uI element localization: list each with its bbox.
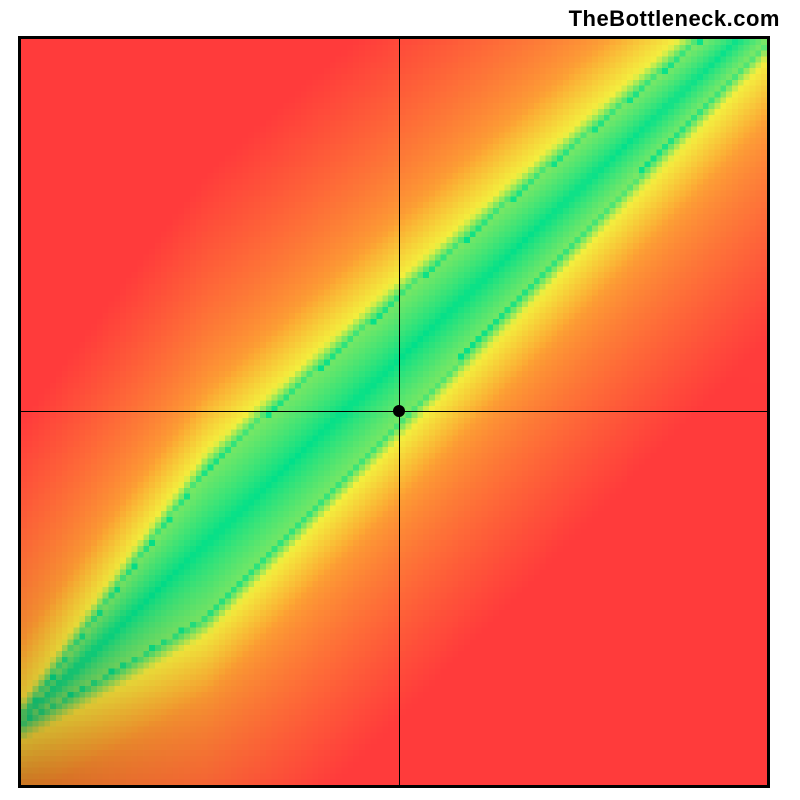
figure-root: TheBottleneck.com: [0, 0, 800, 800]
plot-frame: [18, 36, 770, 788]
watermark-text: TheBottleneck.com: [569, 6, 780, 32]
